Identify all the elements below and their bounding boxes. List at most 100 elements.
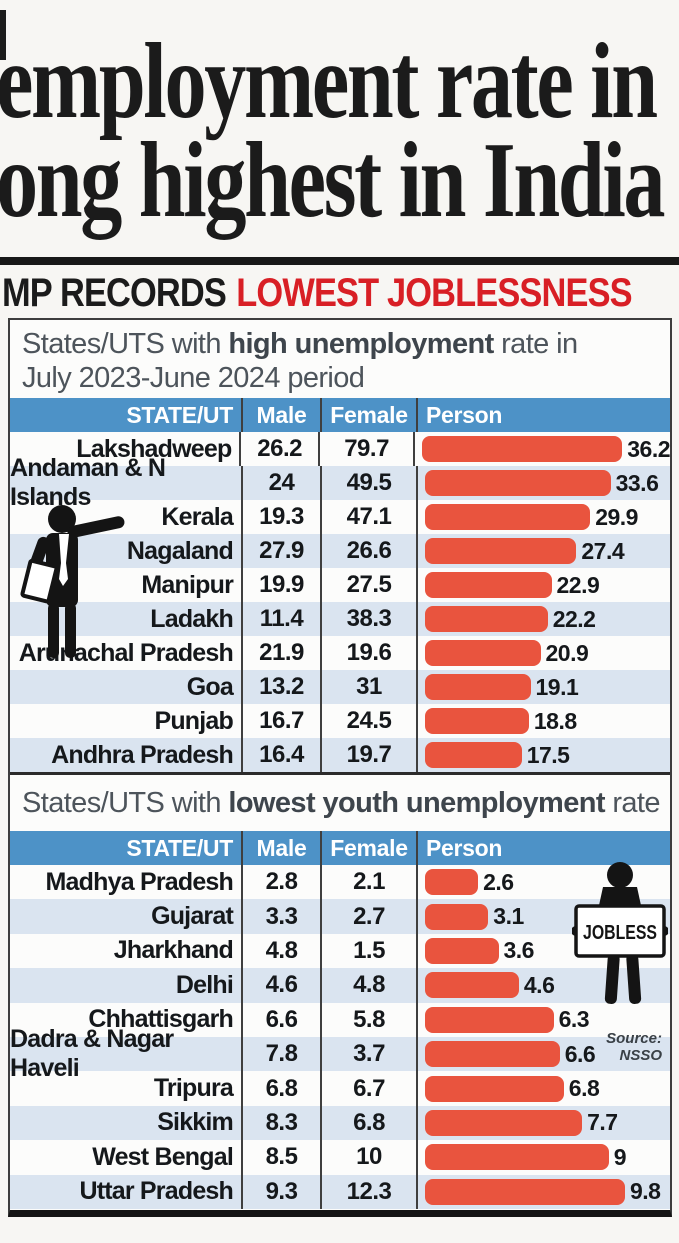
person-bar-cell: 22.9 [418, 568, 670, 602]
person-bar-cell: 17.5 [418, 738, 670, 772]
infographic-box: States/UTS with high unemployment rate i… [8, 318, 672, 1217]
table-row: Goa 13.2 31 19.1 [10, 670, 670, 704]
caption-text: rate in [493, 328, 578, 360]
female-value-cell: 19.7 [322, 738, 418, 772]
person-bar-cell: 6.8 [418, 1071, 670, 1105]
person-bar [425, 504, 591, 530]
male-value-cell: 9.3 [243, 1174, 322, 1209]
female-value-cell: 3.7 [322, 1036, 418, 1072]
headline-line-1: employment rate in [0, 22, 658, 141]
person-bar [425, 572, 552, 598]
table-row: Nagaland 27.9 26.6 27.4 [10, 534, 670, 568]
person-bar [425, 972, 519, 999]
male-value-cell: 21.9 [243, 636, 322, 670]
state-name-cell: Uttar Pradesh [10, 1174, 243, 1209]
person-bar-cell: 9.8 [418, 1175, 670, 1209]
male-value-cell: 24 [243, 466, 322, 500]
column-header-male: Male [243, 831, 322, 865]
person-value-label: 6.8 [568, 1075, 600, 1102]
column-header-male: Male [243, 398, 322, 432]
person-bar [425, 742, 522, 768]
table1-body: Lakshadweep 26.2 79.7 36.2 Andaman & N Islan… [10, 432, 670, 772]
caption-bold-text: high unemployment [228, 328, 494, 360]
person-value-label: 17.5 [526, 741, 570, 768]
state-name-cell: Gujarat [10, 899, 243, 934]
person-bar [425, 1109, 583, 1136]
table-row: Arunachal Pradesh 21.9 19.6 20.9 [10, 636, 670, 670]
female-value-cell: 26.6 [322, 534, 418, 568]
person-value-label: 20.9 [545, 639, 589, 666]
person-value-label: 6.6 [564, 1040, 596, 1067]
column-header-state: STATE/UT [10, 831, 243, 865]
person-bar [425, 1178, 625, 1205]
person-bar-cell: 7.7 [418, 1106, 670, 1140]
kicker-red-text: LOWEST JOBLESSNESS [236, 271, 632, 315]
person-value-label: 3.6 [503, 937, 535, 964]
person-bar [425, 937, 499, 964]
source-credit: Source: NSSO [606, 1030, 662, 1064]
table-row: West Bengal 8.5 10 9 [10, 1140, 670, 1175]
section-lowest-youth-unemployment: States/UTS with lowest youth unemploymen… [10, 775, 670, 1209]
person-bar-cell: 36.2 [415, 432, 670, 466]
table-row: Dadra & Nagar Haveli 7.8 3.7 6.6 [10, 1025, 670, 1082]
state-name-cell: Madhya Pradesh [10, 865, 243, 900]
male-value-cell: 11.4 [243, 602, 322, 636]
male-value-cell: 7.8 [243, 1036, 322, 1072]
female-value-cell: 6.7 [322, 1071, 418, 1106]
male-value-cell: 8.3 [243, 1105, 322, 1141]
male-value-cell: 4.8 [243, 933, 322, 969]
state-name-cell: Andhra Pradesh [10, 738, 243, 772]
caption-period-text: July 2023-June 2024 period [22, 362, 365, 394]
state-name-cell: Chhattisgarh [10, 1002, 243, 1037]
column-header-female: Female [322, 398, 418, 432]
female-value-cell: 4.8 [322, 968, 418, 1003]
female-value-cell: 19.6 [322, 636, 418, 670]
cropped-letter-fragment [0, 10, 6, 60]
table-row: Chhattisgarh 6.6 5.8 6.3 [10, 1002, 670, 1037]
column-header-person: Person [426, 834, 503, 861]
male-value-cell: 6.8 [243, 1071, 322, 1106]
kicker-black-text: MP RECORDS [2, 271, 227, 315]
person-value-label: 9 [613, 1143, 627, 1170]
female-value-cell: 5.8 [322, 1002, 418, 1037]
person-value-label: 2.6 [483, 868, 514, 895]
person-bar [425, 1006, 554, 1033]
person-value-label: 36.2 [627, 435, 670, 462]
person-bar-cell: 3.1 [418, 899, 670, 933]
person-bar [425, 538, 577, 564]
male-value-cell: 19.3 [243, 500, 322, 534]
person-value-label: 7.7 [587, 1109, 618, 1136]
male-value-cell: 3.3 [243, 899, 322, 934]
female-value-cell: 31 [322, 670, 418, 704]
person-bar [425, 470, 611, 496]
female-value-cell: 27.5 [322, 568, 418, 602]
column-header-person: Person [426, 401, 503, 428]
divider-bar [0, 257, 679, 265]
person-value-label: 33.6 [615, 469, 659, 496]
person-bar-cell: 20.9 [418, 636, 670, 670]
state-name-cell: Ladakh [10, 602, 243, 636]
person-bar-cell: 18.8 [418, 704, 670, 738]
female-value-cell: 79.7 [320, 432, 416, 466]
person-bar [422, 436, 623, 462]
table-row: Manipur 19.9 27.5 22.9 [10, 568, 670, 602]
male-value-cell: 2.8 [243, 865, 322, 900]
table-row: Madhya Pradesh 2.8 2.1 2.6 [10, 865, 670, 900]
person-bar [425, 1144, 609, 1171]
caption-text: rate [604, 787, 660, 819]
male-value-cell: 26.2 [241, 432, 320, 466]
male-value-cell: 19.9 [243, 568, 322, 602]
state-name-cell: Kerala [10, 500, 243, 534]
table-row: Lakshadweep 26.2 79.7 36.2 [10, 432, 670, 466]
kicker: MP RECORDS LOWEST JOBLESSNESS [2, 271, 633, 316]
female-value-cell: 38.3 [322, 602, 418, 636]
headline: employment rate in ong highest in India [0, 22, 666, 235]
person-value-label: 6.3 [558, 1006, 590, 1033]
male-value-cell: 6.6 [243, 1002, 322, 1037]
column-header-female: Female [322, 831, 418, 865]
table2-body: Madhya Pradesh 2.8 2.1 2.6 Gujarat 3.3 2.7 3.1 J… [10, 865, 670, 1209]
female-value-cell: 6.8 [322, 1105, 418, 1141]
state-name-cell: Punjab [10, 704, 243, 738]
section-high-unemployment: States/UTS with high unemployment rate i… [10, 320, 670, 775]
person-bar [425, 708, 529, 734]
